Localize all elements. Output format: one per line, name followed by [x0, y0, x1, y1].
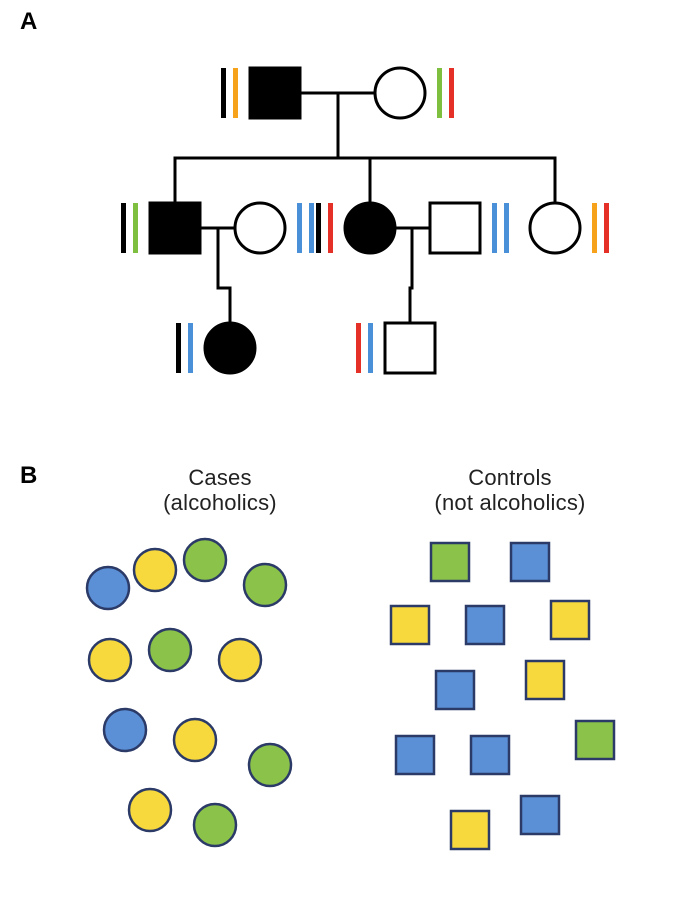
case-marker	[89, 639, 131, 681]
haplotype-bar	[604, 203, 609, 253]
case-marker	[244, 564, 286, 606]
cases-title-line2: (alcoholics)	[163, 490, 277, 515]
control-marker	[431, 543, 469, 581]
control-marker	[511, 543, 549, 581]
control-marker	[451, 811, 489, 849]
haplotype-bar	[449, 68, 454, 118]
control-marker	[551, 601, 589, 639]
control-marker	[576, 721, 614, 759]
control-marker	[396, 736, 434, 774]
case-marker	[87, 567, 129, 609]
haplotype-bar	[316, 203, 321, 253]
cases-title: Cases (alcoholics)	[110, 465, 330, 516]
control-marker	[471, 736, 509, 774]
control-marker	[521, 796, 559, 834]
panel-b-label: B	[20, 462, 37, 490]
control-marker	[436, 671, 474, 709]
case-marker	[129, 789, 171, 831]
haplotype-bar	[437, 68, 442, 118]
pedigree-female	[205, 323, 255, 373]
pedigree-male	[430, 203, 480, 253]
pedigree-female	[345, 203, 395, 253]
pedigree-female	[235, 203, 285, 253]
control-marker	[526, 661, 564, 699]
control-marker	[466, 606, 504, 644]
controls-title-line1: Controls	[468, 465, 552, 490]
haplotype-bar	[356, 323, 361, 373]
case-marker	[134, 549, 176, 591]
pedigree-male	[150, 203, 200, 253]
case-marker	[149, 629, 191, 671]
haplotype-bar	[121, 203, 126, 253]
case-marker	[249, 744, 291, 786]
case-marker	[184, 539, 226, 581]
haplotype-bar	[297, 203, 302, 253]
case-marker	[194, 804, 236, 846]
haplotype-bar	[233, 68, 238, 118]
pedigree-male	[385, 323, 435, 373]
haplotype-bar	[176, 323, 181, 373]
pedigree-female	[375, 68, 425, 118]
pedigree-male	[250, 68, 300, 118]
haplotype-bar	[328, 203, 333, 253]
case-marker	[219, 639, 261, 681]
controls-title: Controls (not alcoholics)	[380, 465, 640, 516]
figure-container: A B Cases (alcoholics) Controls (not alc…	[0, 0, 683, 916]
pedigree-diagram	[60, 28, 620, 428]
haplotype-bar	[504, 203, 509, 253]
haplotype-bar	[309, 203, 314, 253]
pedigree-female	[530, 203, 580, 253]
panel-a-label: A	[20, 8, 37, 36]
cases-title-line1: Cases	[188, 465, 251, 490]
control-marker	[391, 606, 429, 644]
case-control-diagram	[40, 530, 650, 890]
haplotype-bar	[492, 203, 497, 253]
controls-title-line2: (not alcoholics)	[434, 490, 585, 515]
case-marker	[104, 709, 146, 751]
haplotype-bar	[221, 68, 226, 118]
haplotype-bar	[368, 323, 373, 373]
haplotype-bar	[592, 203, 597, 253]
haplotype-bar	[188, 323, 193, 373]
haplotype-bar	[133, 203, 138, 253]
case-marker	[174, 719, 216, 761]
